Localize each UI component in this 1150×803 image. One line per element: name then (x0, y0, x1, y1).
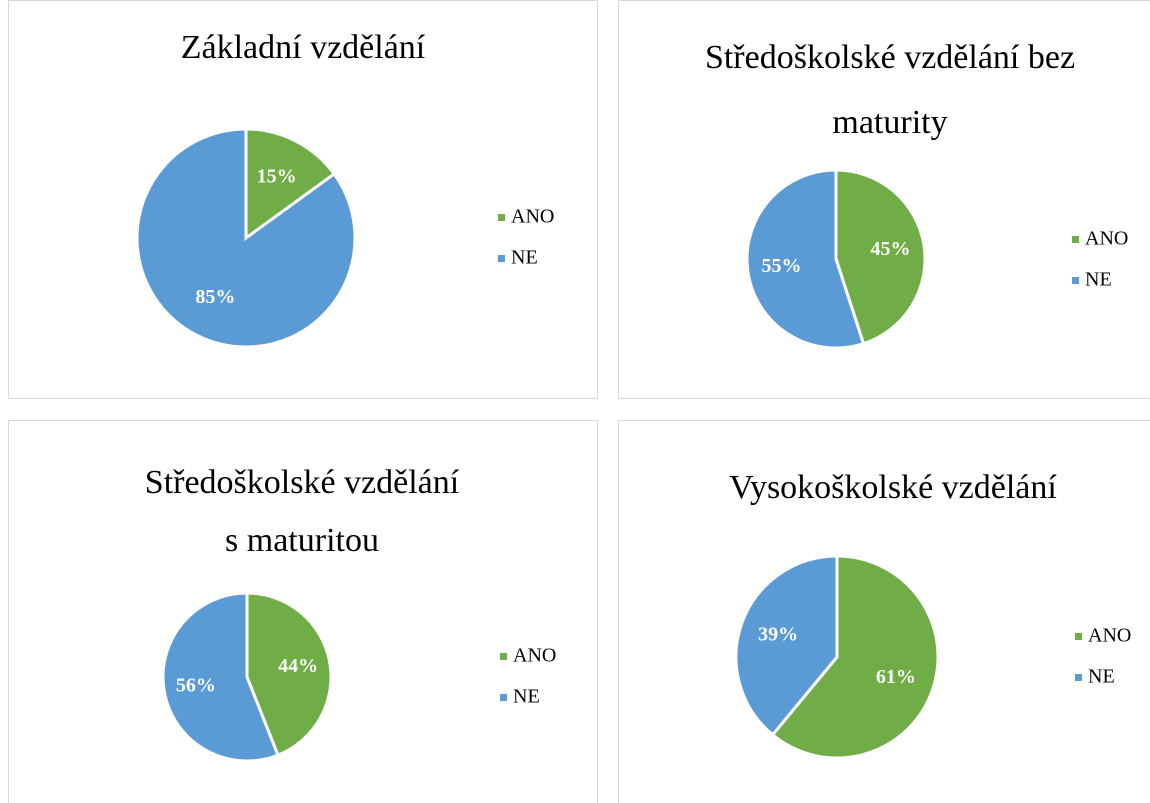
legend-label: NE (511, 247, 538, 269)
legend-swatch (1072, 236, 1079, 243)
data-label: 85% (195, 286, 235, 308)
chart-title: maturity (832, 104, 947, 141)
pie-slice (734, 554, 839, 737)
pie-slice (161, 591, 280, 763)
legend-label: NE (1088, 666, 1115, 688)
chart-title: Vysokoškolské vzdělání (729, 469, 1057, 506)
data-label: 44% (278, 655, 318, 677)
data-label: 15% (257, 165, 297, 187)
legend-swatch (498, 255, 505, 262)
panel (8, 0, 598, 399)
legend-label: ANO (513, 645, 556, 667)
data-label: 45% (871, 238, 911, 260)
pie-slice (135, 127, 357, 349)
data-label: 56% (176, 674, 216, 696)
data-label: 55% (761, 255, 801, 277)
legend-swatch (1072, 277, 1079, 284)
pie-slice (244, 127, 337, 241)
legend-swatch (498, 214, 505, 221)
chart-title: Základní vzdělání (181, 29, 426, 66)
legend-swatch (500, 653, 507, 660)
pie-slice (245, 591, 333, 758)
panel (8, 420, 598, 803)
panel (618, 420, 1150, 803)
legend-label: ANO (1085, 228, 1128, 250)
legend-swatch (500, 694, 507, 701)
pie-slice (770, 554, 940, 760)
legend-label: NE (513, 686, 540, 708)
legend-label: NE (1085, 269, 1112, 291)
legend-swatch (1075, 633, 1082, 640)
chart-title: Středoškolské vzdělání bez (705, 39, 1075, 76)
chart-title: Středoškolské vzdělání (145, 464, 460, 501)
panel (618, 0, 1150, 399)
legend-swatch (1075, 674, 1082, 681)
legend-label: ANO (1088, 625, 1131, 647)
legend-label: ANO (511, 206, 554, 228)
data-label: 61% (876, 666, 916, 688)
pie-slice (745, 168, 866, 350)
pie-slice (834, 168, 927, 346)
data-label: 39% (758, 623, 798, 645)
chart-title: s maturitou (225, 522, 379, 559)
